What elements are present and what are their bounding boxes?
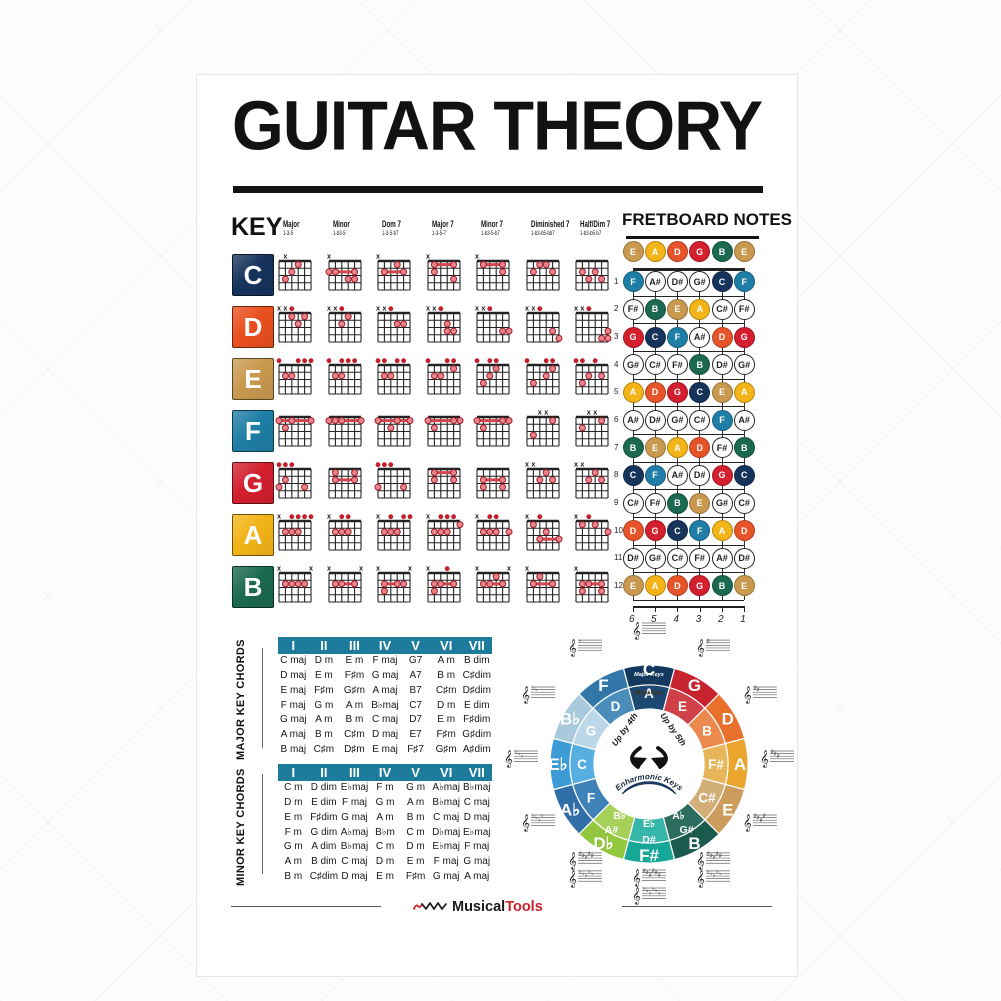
svg-text:𝄞: 𝄞 [743, 687, 752, 704]
svg-text:𝄞: 𝄞 [521, 687, 530, 704]
svg-text:A: A [734, 755, 746, 774]
svg-text:𝄞: 𝄞 [760, 751, 769, 768]
svg-text:♯: ♯ [591, 853, 594, 859]
svg-text:E♭: E♭ [548, 755, 567, 774]
svg-text:𝄞: 𝄞 [568, 852, 577, 869]
svg-text:D: D [611, 699, 621, 714]
svg-text:𝄞: 𝄞 [696, 870, 705, 887]
svg-text:♯: ♯ [757, 687, 760, 693]
svg-text:𝄞: 𝄞 [504, 751, 513, 768]
svg-text:𝄞: 𝄞 [632, 888, 641, 905]
svg-text:𝄞: 𝄞 [568, 640, 577, 657]
svg-text:G: G [688, 676, 701, 695]
svg-text:D#: D# [642, 834, 656, 846]
svg-text:♭: ♭ [521, 753, 524, 759]
svg-text:B: B [688, 834, 700, 853]
svg-text:F: F [598, 676, 608, 695]
svg-text:D: D [722, 710, 734, 729]
svg-text:♯: ♯ [707, 638, 710, 644]
svg-text:A#: A# [605, 824, 619, 836]
svg-text:♭: ♭ [541, 813, 544, 819]
svg-text:F: F [587, 791, 595, 806]
svg-text:♯: ♯ [658, 872, 661, 878]
svg-text:B♭: B♭ [560, 710, 580, 729]
svg-text:♯: ♯ [763, 813, 766, 819]
svg-text:F#: F# [639, 846, 659, 865]
svg-text:C: C [577, 757, 587, 772]
svg-text:𝄞: 𝄞 [568, 870, 577, 887]
svg-text:E: E [678, 699, 687, 714]
svg-text:Major Keys: Major Keys [634, 672, 664, 678]
svg-text:𝄞: 𝄞 [521, 815, 530, 832]
svg-text:♭: ♭ [591, 871, 594, 877]
svg-text:B: B [702, 724, 712, 739]
svg-text:F#: F# [708, 757, 724, 772]
svg-text:B♭: B♭ [613, 810, 626, 822]
svg-text:♯: ♯ [719, 853, 722, 859]
svg-text:A♭: A♭ [560, 801, 580, 820]
svg-text:E♭: E♭ [643, 818, 655, 830]
svg-text:♯: ♯ [777, 753, 780, 759]
svg-text:𝄞: 𝄞 [743, 815, 752, 832]
svg-text:𝄞: 𝄞 [696, 852, 705, 869]
svg-text:G: G [586, 724, 597, 739]
svg-text:Minor Keys: Minor Keys [635, 691, 664, 697]
svg-text:𝄞: 𝄞 [696, 640, 705, 657]
svg-text:𝄞: 𝄞 [632, 623, 641, 640]
svg-text:♭: ♭ [719, 871, 722, 877]
svg-text:A♭: A♭ [672, 810, 685, 822]
svg-text:G#: G# [679, 824, 693, 836]
svg-text:D♭: D♭ [593, 834, 613, 853]
svg-text:♭: ♭ [535, 687, 538, 693]
svg-text:♭: ♭ [579, 638, 582, 644]
svg-text:C#: C# [698, 791, 716, 806]
svg-text:𝄞: 𝄞 [632, 870, 641, 887]
svg-text:E: E [722, 801, 733, 820]
svg-text:♭: ♭ [658, 890, 661, 896]
